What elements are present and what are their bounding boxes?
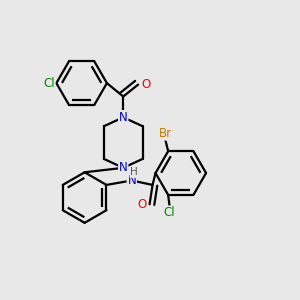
- Text: O: O: [141, 78, 150, 91]
- Text: Cl: Cl: [164, 206, 176, 219]
- Text: N: N: [128, 174, 136, 187]
- Text: Br: Br: [159, 127, 172, 140]
- Text: N: N: [119, 111, 128, 124]
- Text: Cl: Cl: [43, 76, 55, 90]
- Text: H: H: [130, 167, 138, 177]
- Text: O: O: [137, 198, 147, 211]
- Text: N: N: [119, 161, 128, 174]
